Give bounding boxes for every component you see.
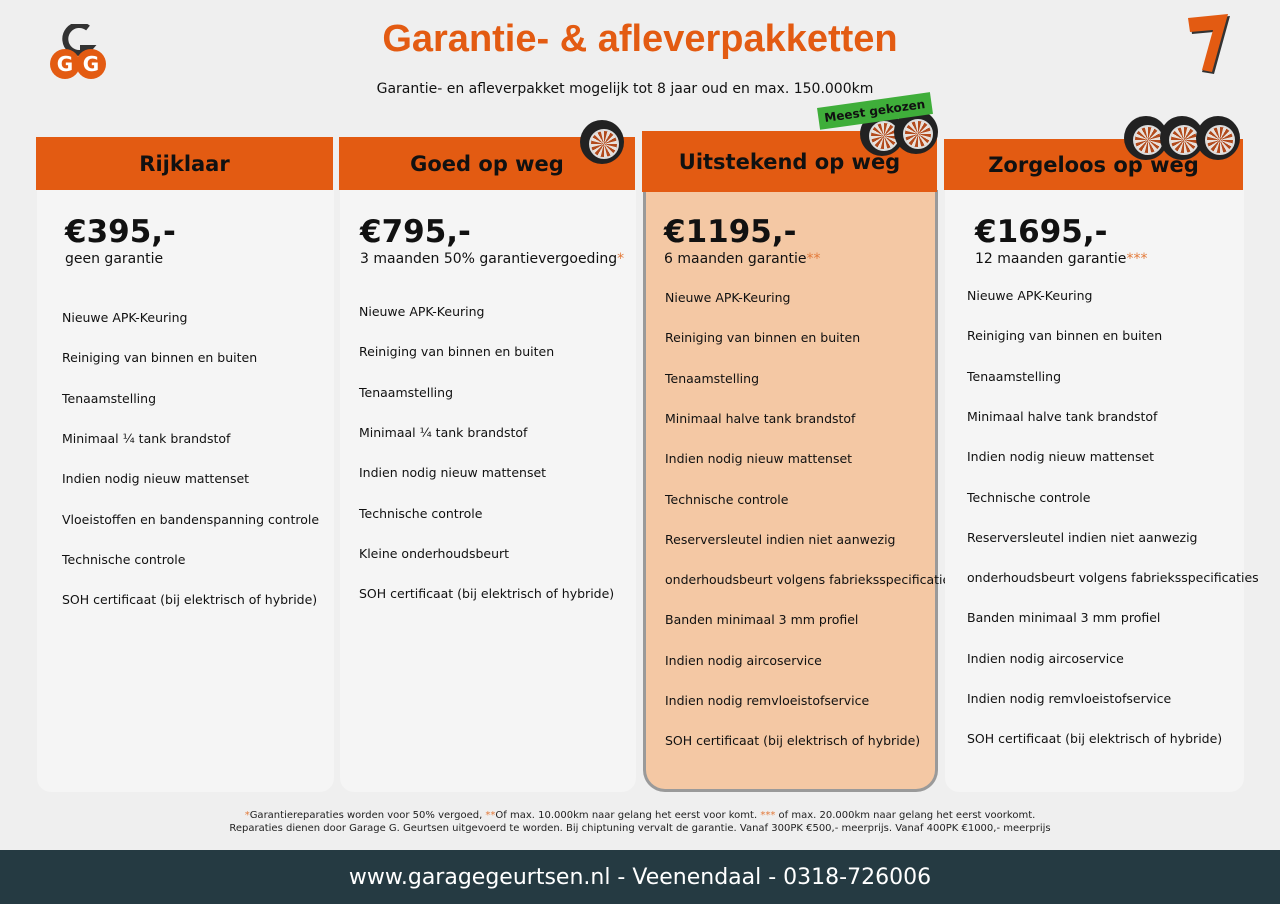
garage-logo: G G	[50, 24, 106, 79]
svg-text:G: G	[57, 52, 73, 76]
feature-item: Reiniging van binnen en buiten	[359, 344, 555, 360]
feature-item: Reiniging van binnen en buiten	[62, 350, 258, 366]
feature-item: Kleine onderhoudsbeurt	[359, 545, 510, 561]
feature-item: SOH certificaat (bij elektrisch of hybri…	[967, 731, 1223, 747]
page-subtitle: Garantie- en afleverpakket mogelijk tot …	[376, 81, 874, 97]
feature-item: Minimaal halve tank brandstof	[665, 410, 856, 426]
package-card	[945, 190, 1244, 792]
package-price: €1195,-	[664, 214, 797, 250]
feature-item: Minimaal halve tank brandstof	[967, 408, 1158, 424]
package-title: Rijklaar	[36, 137, 333, 190]
page-title: Garantie- & afleverpakketten	[382, 18, 898, 60]
feature-item: Technische controle	[665, 491, 789, 507]
package-warranty: geen garantie	[65, 251, 164, 267]
feature-item: Reserversleutel indien niet aanwezig	[665, 531, 896, 547]
feature-item: Vloeistoffen en bandenspanning controle	[62, 511, 320, 527]
feature-item: Technische controle	[62, 551, 186, 567]
feature-item: onderhoudsbeurt volgens fabrieksspecific…	[665, 572, 957, 588]
feature-item: Reiniging van binnen en buiten	[665, 330, 861, 346]
feature-item: Technische controle	[359, 505, 483, 521]
feature-item: Indien nodig nieuw mattenset	[665, 451, 853, 467]
wheel-icon	[1196, 116, 1240, 160]
feature-item: Nieuwe APK-Keuring	[967, 288, 1093, 303]
feature-item: Tenaamstelling	[665, 370, 760, 386]
package-warranty: 3 maanden 50% garantievergoeding*	[360, 251, 625, 267]
footnote-2: Reparaties dienen door Garage G. Geurtse…	[229, 823, 1051, 834]
feature-item: Indien nodig remvloeistofservice	[665, 693, 870, 708]
feature-item: Indien nodig aircoservice	[967, 650, 1124, 666]
feature-item: Indien nodig nieuw mattenset	[359, 465, 547, 481]
package-price: €395,-	[65, 214, 176, 250]
package-warranty: 12 maanden garantie***	[975, 251, 1148, 267]
feature-item: Technische controle	[967, 489, 1091, 505]
package-card	[37, 190, 334, 792]
feature-item: SOH certificaat (bij elektrisch of hybri…	[359, 586, 615, 602]
feature-item: Banden minimaal 3 mm profiel	[967, 610, 1161, 626]
feature-item: Tenaamstelling	[967, 368, 1062, 384]
feature-item: Reserversleutel indien niet aanwezig	[967, 529, 1198, 545]
contact-bar: www.garagegeurtsen.nl - Veenendaal - 031…	[0, 850, 1280, 904]
package-warranty: 6 maanden garantie**	[664, 251, 821, 267]
feature-item: Minimaal ¼ tank brandstof	[359, 424, 528, 440]
feature-item: Nieuwe APK-Keuring	[359, 304, 485, 319]
package-card	[340, 190, 636, 792]
feature-item: Nieuwe APK-Keuring	[665, 290, 791, 305]
feature-item: Minimaal ¼ tank brandstof	[62, 430, 231, 446]
svg-text:G: G	[83, 52, 99, 76]
feature-item: Indien nodig nieuw mattenset	[967, 449, 1155, 465]
wheel-icon	[894, 110, 938, 154]
feature-item: Indien nodig nieuw mattenset	[62, 471, 250, 487]
package-card	[643, 190, 938, 792]
feature-item: SOH certificaat (bij elektrisch of hybri…	[665, 733, 921, 749]
feature-item: Indien nodig remvloeistofservice	[967, 691, 1172, 706]
package-price: €795,-	[360, 214, 471, 250]
seven-logo	[1188, 14, 1230, 74]
feature-item: Banden minimaal 3 mm profiel	[665, 612, 859, 628]
footnote-1: *Garantiereparaties worden voor 50% verg…	[244, 810, 1036, 821]
feature-item: Nieuwe APK-Keuring	[62, 310, 188, 325]
feature-item: Reiniging van binnen en buiten	[967, 328, 1163, 344]
wheel-icon	[1124, 116, 1168, 160]
feature-item: Indien nodig aircoservice	[665, 652, 822, 668]
feature-item: onderhoudsbeurt volgens fabrieksspecific…	[967, 570, 1259, 586]
package-title: Goed op weg	[339, 137, 635, 190]
feature-item: SOH certificaat (bij elektrisch of hybri…	[62, 592, 318, 608]
package-price: €1695,-	[975, 214, 1108, 250]
wheel-icon	[580, 120, 624, 164]
feature-item: Tenaamstelling	[359, 384, 454, 400]
feature-item: Tenaamstelling	[62, 390, 157, 406]
